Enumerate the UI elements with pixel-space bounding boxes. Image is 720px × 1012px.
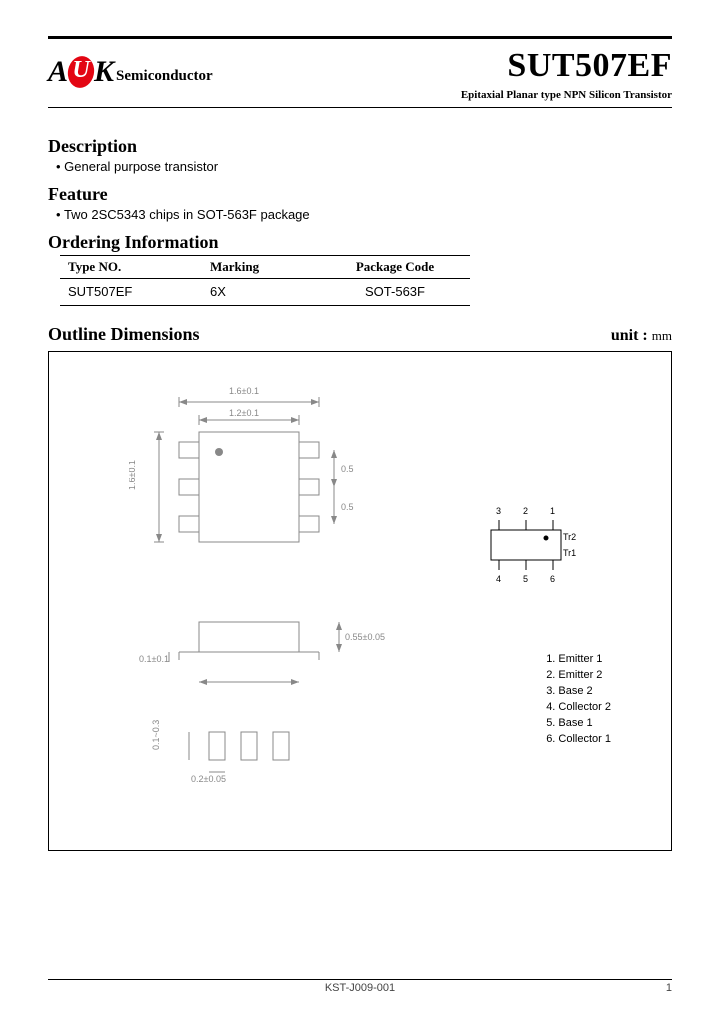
pin-top-3: 3 <box>496 506 501 516</box>
company-logo: A U K Semiconductor <box>48 55 213 89</box>
pin-label-1: 1. Emitter 1 <box>546 652 611 668</box>
page-footer: KST-J009-001 1 <box>48 979 672 994</box>
tr1-label: Tr1 <box>563 548 576 558</box>
pin-bot-4: 4 <box>496 574 501 584</box>
header-underline <box>48 107 672 108</box>
page-number: 1 <box>666 982 672 994</box>
logo-letter-u: U <box>72 57 89 84</box>
outline-heading-row: Outline Dimensions unit : mm <box>48 324 672 345</box>
outline-heading: Outline Dimensions <box>48 324 200 345</box>
pin-label-2: 2. Emitter 2 <box>546 668 611 684</box>
unit-label: unit : <box>611 327 648 344</box>
pin-label-3: 3. Base 2 <box>546 684 611 700</box>
tr2-label: Tr2 <box>563 532 576 542</box>
unit-value: mm <box>652 328 672 343</box>
title-block: SUT507EF Epitaxial Planar type NPN Silic… <box>461 47 672 101</box>
cell-package-code: SOT-563F <box>320 284 470 299</box>
feature-heading: Feature <box>48 184 672 205</box>
package-dimension-drawing: 1.6±0.1 1.2±0.1 1.6±0.1 0.5 0.5 0.55±0.0… <box>129 372 389 832</box>
logo-letter-a: A <box>48 55 68 89</box>
description-bullet: General purpose transistor <box>56 159 672 174</box>
doc-code: KST-J009-001 <box>325 982 395 994</box>
pin-bot-6: 6 <box>550 574 555 584</box>
outline-dimensions-box: 1.6±0.1 1.2±0.1 1.6±0.1 0.5 0.5 0.55±0.0… <box>48 351 672 851</box>
dim-width-inner: 1.2±0.1 <box>229 408 259 418</box>
header: A U K Semiconductor SUT507EF Epitaxial P… <box>48 47 672 101</box>
pin-label-5: 5. Base 1 <box>546 716 611 732</box>
pin-bot-5: 5 <box>523 574 528 584</box>
pin-label-6: 6. Collector 1 <box>546 732 611 748</box>
top-rule <box>48 36 672 39</box>
cell-marking: 6X <box>210 284 320 299</box>
description-heading: Description <box>48 136 672 157</box>
logo-ellipse-icon: U <box>66 55 96 89</box>
col-type-no: Type NO. <box>60 259 210 275</box>
ordering-table: Type NO. Marking Package Code SUT507EF 6… <box>60 255 470 306</box>
pinout-diagram: 3 2 1 4 5 6 Tr2 Tr1 <box>471 502 581 595</box>
part-number: SUT507EF <box>461 47 672 85</box>
logo-letter-k: K <box>94 55 114 89</box>
col-marking: Marking <box>210 259 320 275</box>
pin-label-4: 4. Collector 2 <box>546 700 611 716</box>
cell-type-no: SUT507EF <box>60 284 210 299</box>
col-package-code: Package Code <box>320 259 470 275</box>
dim-pitch-2: 0.5 <box>341 502 354 512</box>
pin-function-list: 1. Emitter 1 2. Emitter 2 3. Base 2 4. C… <box>546 652 611 748</box>
dim-height: 1.6±0.1 <box>129 460 137 490</box>
feature-bullet: Two 2SC5343 chips in SOT-563F package <box>56 207 672 222</box>
ordering-heading: Ordering Information <box>48 232 672 253</box>
unit-label-block: unit : mm <box>611 327 672 345</box>
ordering-table-row: SUT507EF 6X SOT-563F <box>60 279 470 306</box>
dim-lead-width: 0.2±0.05 <box>191 774 226 784</box>
logo-text-semiconductor: Semiconductor <box>116 68 213 89</box>
ordering-table-header: Type NO. Marking Package Code <box>60 255 470 279</box>
dim-width-outer: 1.6±0.1 <box>229 386 259 396</box>
dim-thickness: 0.55±0.05 <box>345 632 385 642</box>
dim-lead-len: 0.1~0.3 <box>151 720 161 750</box>
dim-standoff: 0.1±0.1 <box>139 654 169 664</box>
dim-pitch-1: 0.5 <box>341 464 354 474</box>
pin-top-1: 1 <box>550 506 555 516</box>
part-subtitle: Epitaxial Planar type NPN Silicon Transi… <box>461 89 672 101</box>
pin-top-2: 2 <box>523 506 528 516</box>
